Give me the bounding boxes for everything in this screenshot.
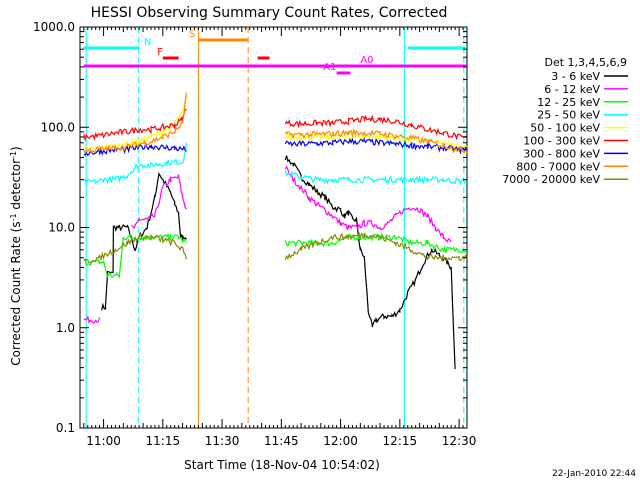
x-tick-label: 12:15 (383, 434, 418, 448)
x-tick-label: 12:00 (323, 434, 358, 448)
y-label-part-2: -1 (9, 213, 18, 221)
x-axis-ticks: 11:00 11:15 11:30 11:45 12:00 12:15 12:30 (83, 27, 477, 448)
legend-entry-label: 6 - 12 keV (544, 83, 600, 96)
series-line (83, 231, 468, 264)
x-tick-label: 11:30 (205, 434, 240, 448)
timestamp: 22-Jan-2010 22:44 (552, 469, 636, 479)
legend-entry-label: 100 - 300 keV (523, 135, 600, 148)
x-axis-label: Start Time (18-Nov-04 10:54:02) (184, 458, 380, 472)
legend-entry-label: 300 - 800 keV (523, 147, 600, 160)
flag-band-label: S (189, 29, 195, 40)
y-label-part-5: ) (9, 146, 23, 151)
y-label-part-3: detector (9, 159, 23, 214)
x-tick-label: 11:15 (146, 434, 181, 448)
series-line (101, 155, 456, 370)
series-line (83, 108, 468, 142)
x-tick-label: 11:45 (264, 434, 299, 448)
flag-band-label: N (144, 37, 151, 48)
y-axis-label: Corrected Count Rate (s-1 detector-1) (9, 146, 24, 365)
chart-title: HESSI Observing Summary Count Rates, Cor… (91, 5, 448, 21)
legend-entry-label: 50 - 100 keV (530, 122, 600, 135)
y-tick-label: 1000.0 (33, 20, 75, 34)
flag-band-label: A0 (360, 55, 373, 66)
flag-band-label: A1 (323, 62, 336, 73)
legend-entry-label: 800 - 7000 keV (516, 160, 600, 173)
series-line (83, 142, 468, 186)
legend-entry-label: 25 - 50 keV (537, 109, 600, 122)
y-label-part-1: Corrected Count Rate (s (9, 221, 23, 365)
y-tick-label: 100.0 (41, 120, 75, 134)
y-tick-label: 0.1 (56, 421, 75, 435)
y-tick-label: 1.0 (56, 321, 75, 335)
y-axis-ticks: 0.1 1.0 10.0 100.0 1000.0 (33, 20, 467, 435)
legend-entry-label: 12 - 25 keV (537, 96, 600, 109)
vertical-markers (85, 27, 465, 428)
legend-title: Det 1,3,4,5,6,9 (544, 56, 627, 69)
x-tick-label: 11:00 (86, 434, 121, 448)
x-tick-label: 12:30 (442, 434, 477, 448)
legend-entry-label: 7000 - 20000 keV (502, 173, 600, 186)
flag-bands: N S F A0 A1 (83, 29, 467, 75)
series-line (83, 92, 468, 155)
y-label-part-4: -1 (9, 151, 18, 159)
y-tick-label: 10.0 (48, 221, 75, 235)
series-line (83, 232, 468, 279)
series-lines (83, 92, 468, 370)
flag-band-label: F (157, 47, 163, 58)
legend-entry-label: 3 - 6 keV (551, 70, 600, 83)
